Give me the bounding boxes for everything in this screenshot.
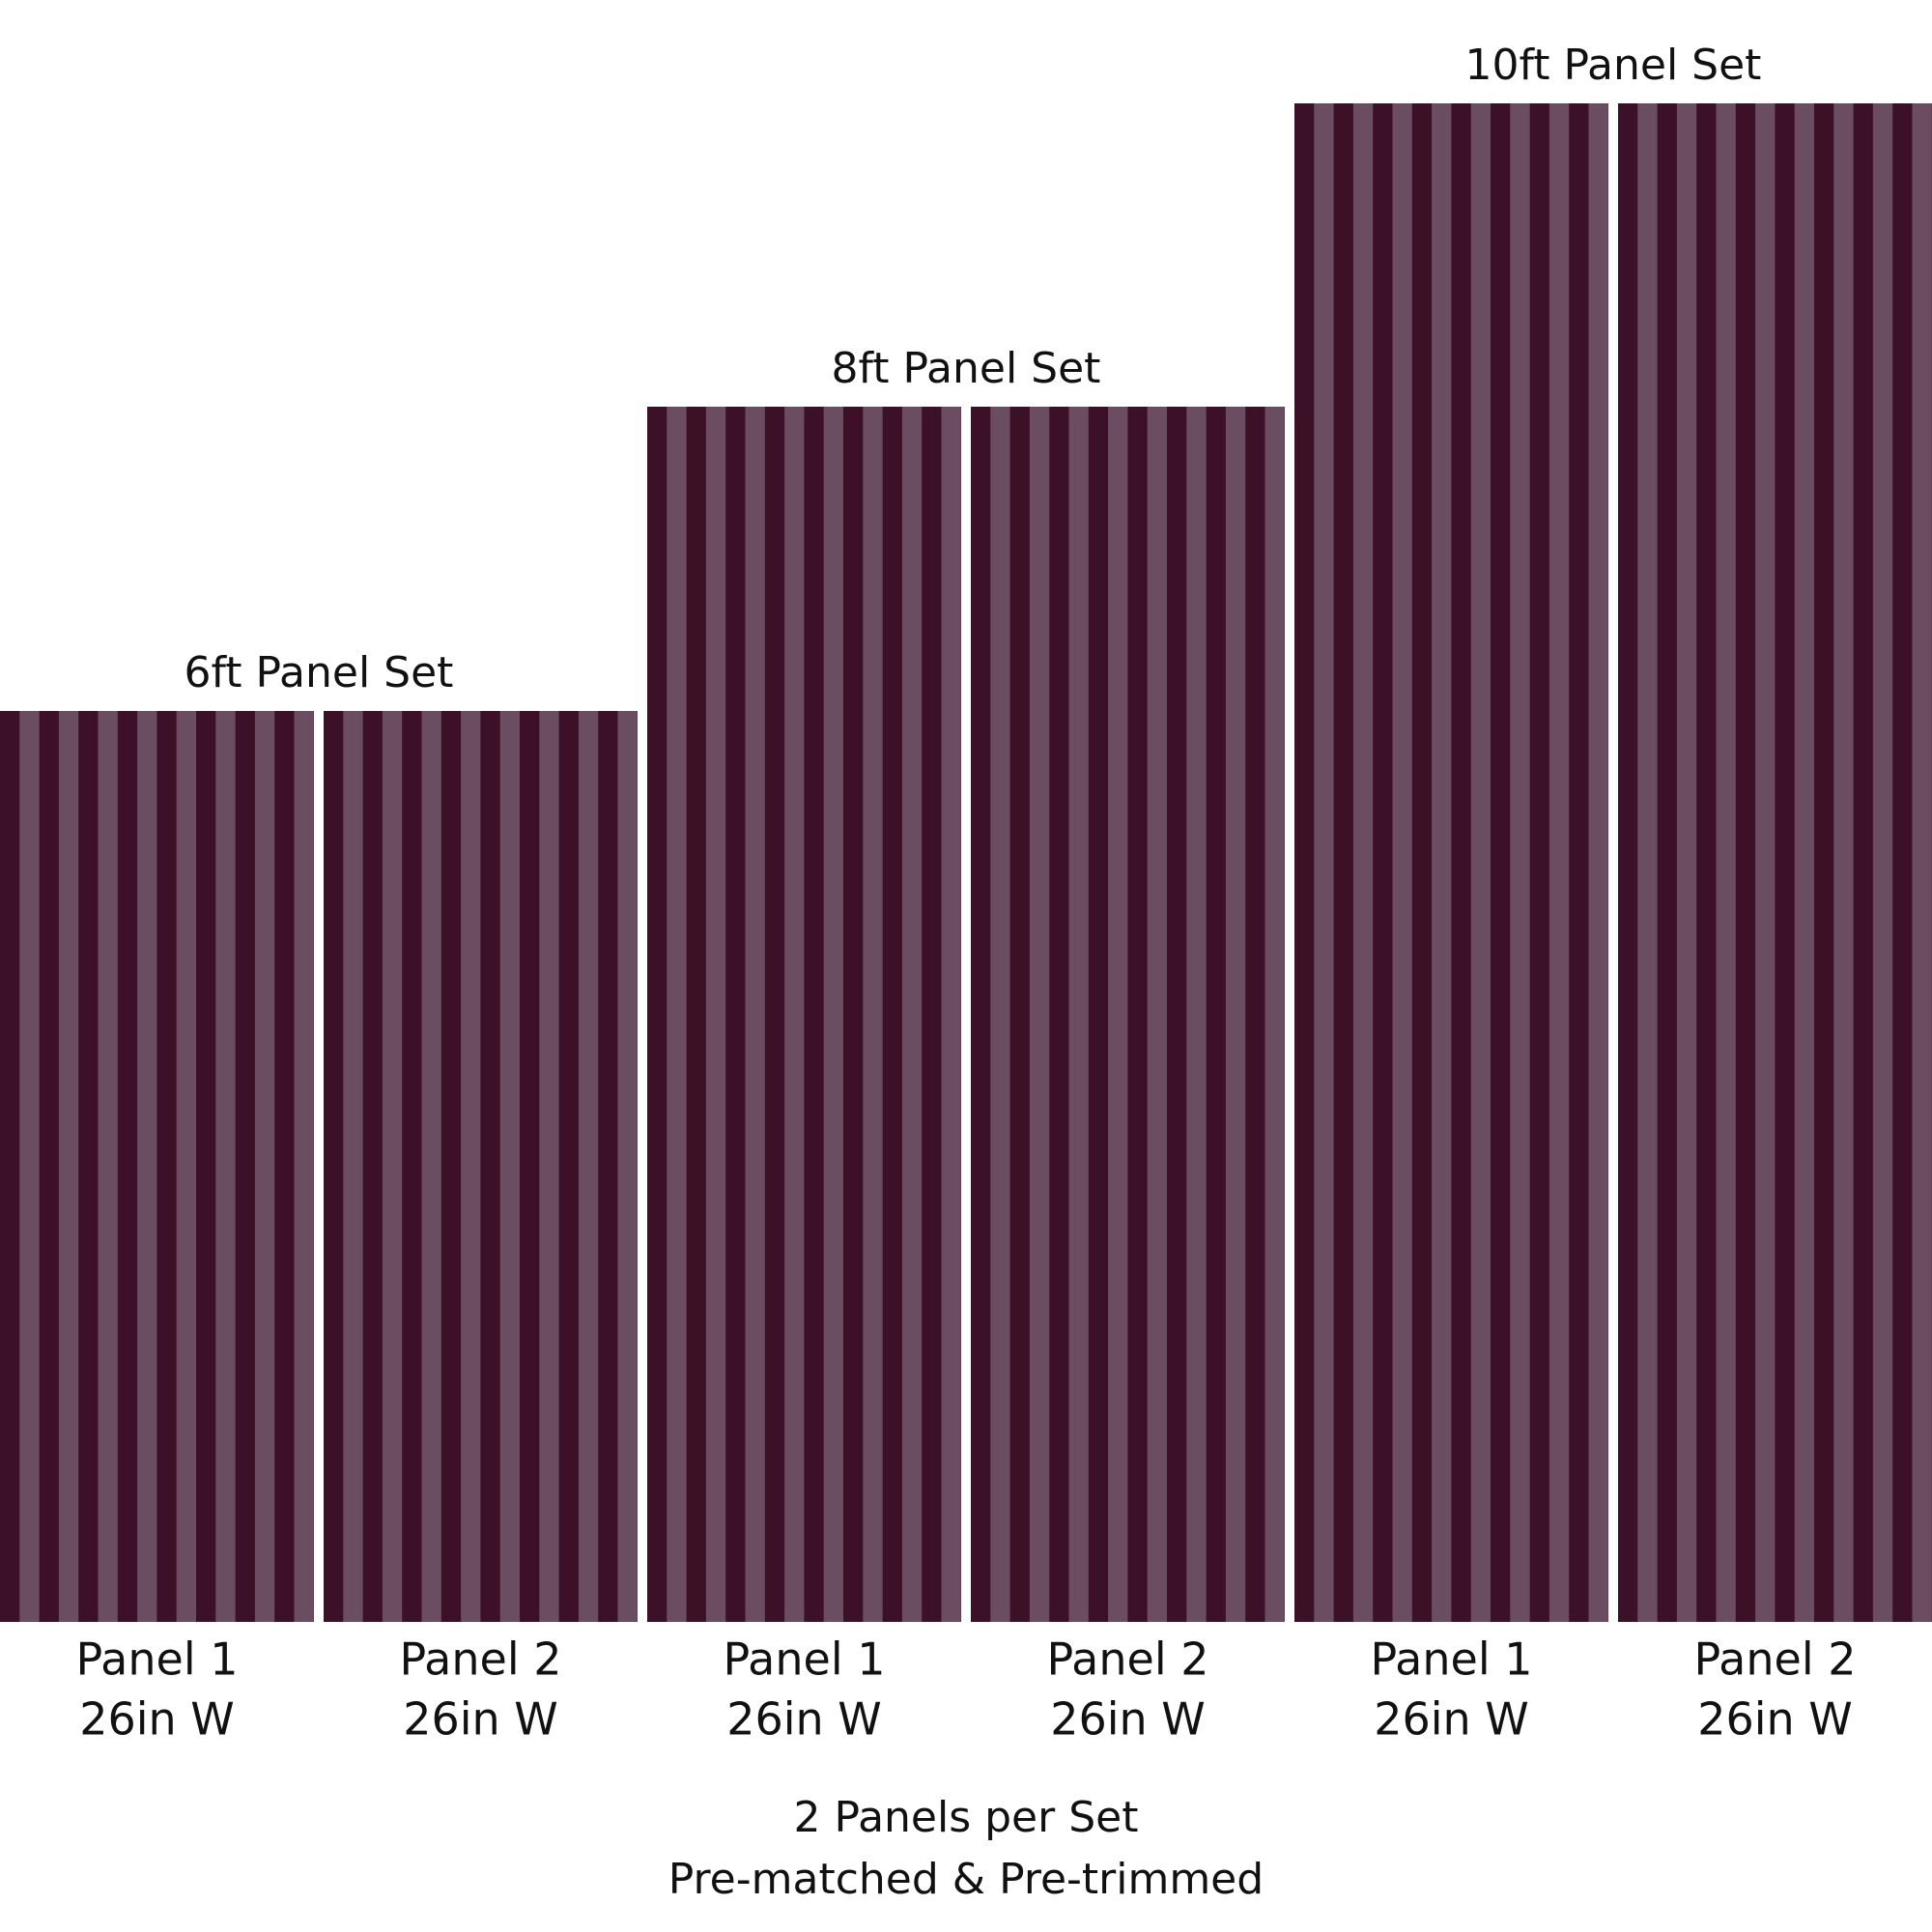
panel-name: Panel 2 — [1694, 1634, 1857, 1686]
panel-width: 26in W — [726, 1693, 882, 1746]
panel-width: 26in W — [403, 1693, 558, 1746]
panel-name: Panel 1 — [724, 1634, 886, 1686]
panel — [0, 711, 314, 1622]
panel-swatch — [0, 711, 314, 1622]
panel-width: 26in W — [1697, 1693, 1853, 1746]
set-title: 6ft Panel Set — [185, 648, 454, 697]
panel-swatch — [647, 407, 961, 1622]
panel-swatch — [1618, 103, 1932, 1622]
panel-name: Panel 1 — [76, 1634, 239, 1686]
panel-name: Panel 1 — [1371, 1634, 1533, 1686]
panel-swatch — [971, 407, 1285, 1622]
set-title: 10ft Panel Set — [1465, 41, 1762, 90]
panel-width: 26in W — [1050, 1693, 1206, 1746]
panel — [647, 407, 961, 1622]
footer-line: Pre-matched & Pre-trimmed — [668, 1855, 1264, 1904]
panel — [1294, 103, 1608, 1622]
panel-name: Panel 2 — [1047, 1634, 1209, 1686]
panel-swatch — [324, 711, 638, 1622]
panel-name: Panel 2 — [400, 1634, 562, 1686]
panel-width: 26in W — [1374, 1693, 1529, 1746]
panel-swatch — [1294, 103, 1608, 1622]
panel — [1618, 103, 1932, 1622]
set-title: 8ft Panel Set — [832, 344, 1101, 393]
footer-line: 2 Panels per Set — [794, 1793, 1139, 1842]
panel — [324, 711, 638, 1622]
panel-width: 26in W — [79, 1693, 235, 1746]
panel — [971, 407, 1285, 1622]
